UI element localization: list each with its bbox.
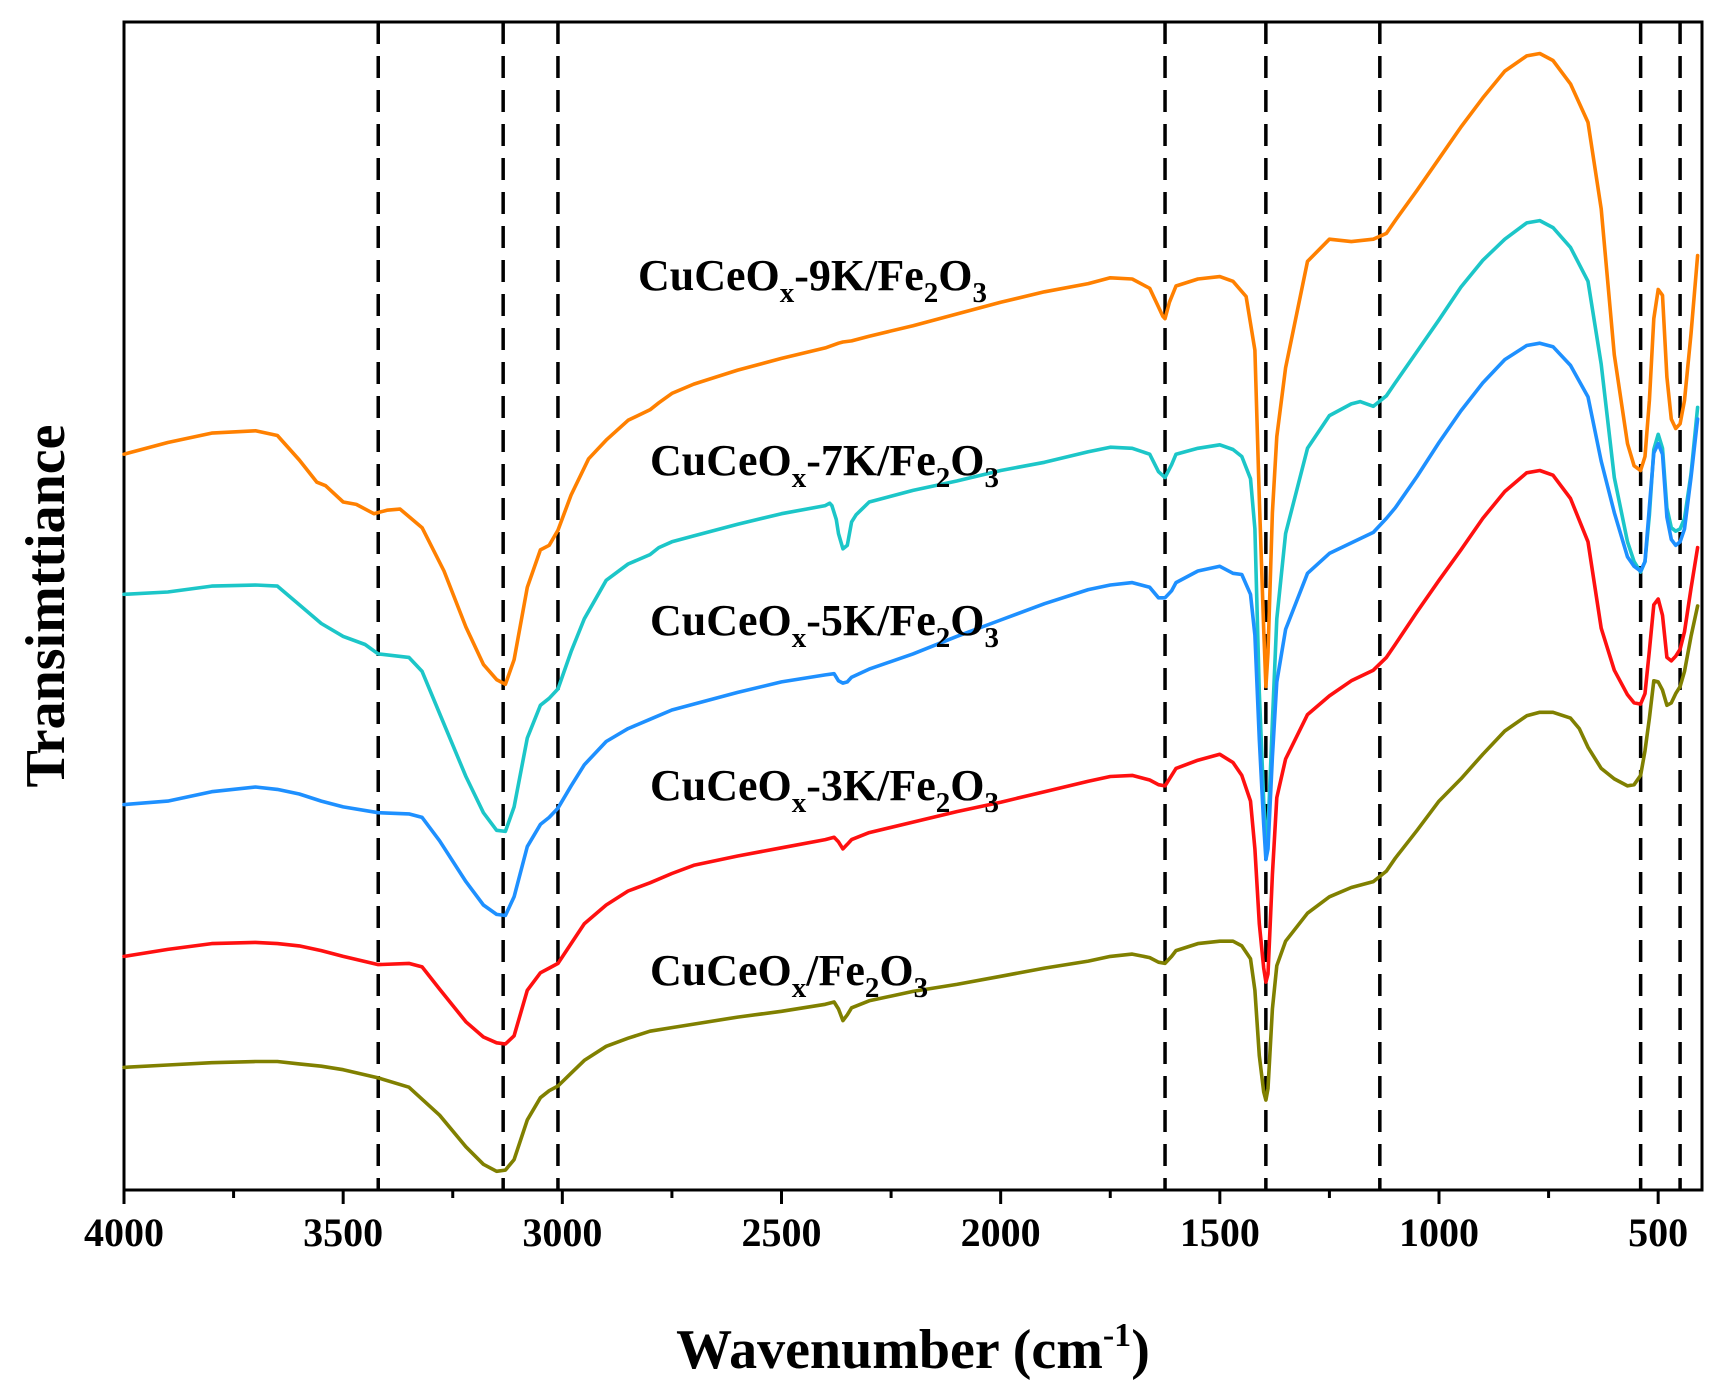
series-label-2: CuCeOx-5K/Fe2O3 bbox=[650, 596, 999, 654]
series-line-3 bbox=[122, 468, 1700, 1046]
series-labels: CuCeOx-9K/Fe2O3 CuCeOx-7K/Fe2O3 CuCeOx-5K/… bbox=[638, 251, 999, 1004]
series-line-2 bbox=[122, 341, 1700, 918]
series-line-1 bbox=[122, 218, 1700, 843]
x-tick-label: 2000 bbox=[961, 1210, 1041, 1255]
x-tick-label: 500 bbox=[1628, 1210, 1688, 1255]
spectra-series bbox=[122, 51, 1700, 1174]
x-tick-label: 2500 bbox=[742, 1210, 822, 1255]
x-axis-tick-labels: 4000 3500 3000 2500 2000 1500 1000 500 bbox=[84, 1210, 1688, 1255]
series-label-0: CuCeOx-9K/Fe2O3 bbox=[638, 251, 987, 309]
series-label-1: CuCeOx-7K/Fe2O3 bbox=[650, 436, 999, 494]
x-tick-label: 3500 bbox=[303, 1210, 383, 1255]
y-axis-title: Transimttiance bbox=[15, 425, 77, 788]
x-tick-label: 1000 bbox=[1399, 1210, 1479, 1255]
series-line-0 bbox=[122, 51, 1700, 689]
plot-frame bbox=[122, 20, 1704, 1192]
x-axis-title: Wavenumber (cm-1) bbox=[676, 1317, 1150, 1381]
reference-lines bbox=[376, 22, 1682, 1190]
x-tick-label: 4000 bbox=[84, 1210, 164, 1255]
x-tick-label: 3000 bbox=[522, 1210, 602, 1255]
x-tick-label: 1500 bbox=[1180, 1210, 1260, 1255]
series-line-4 bbox=[122, 604, 1700, 1174]
series-label-4: CuCeOx/Fe2O3 bbox=[650, 946, 928, 1004]
x-axis-ticks bbox=[122, 1190, 1660, 1204]
series-label-3: CuCeOx-3K/Fe2O3 bbox=[650, 761, 999, 819]
